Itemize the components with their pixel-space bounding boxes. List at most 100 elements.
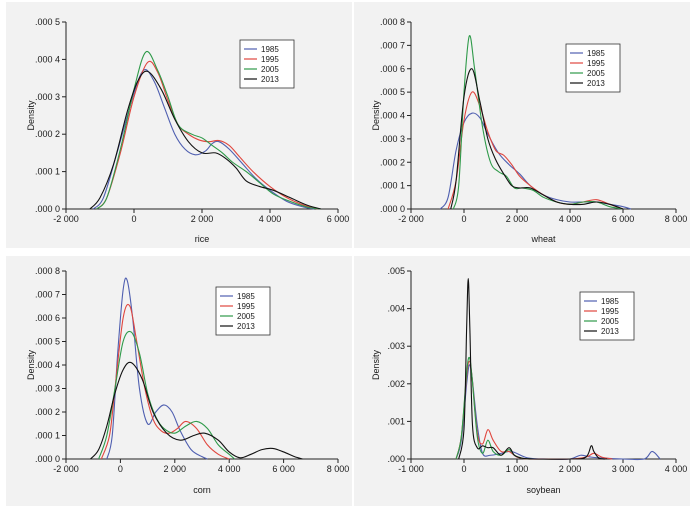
y-axis-title: Density	[26, 100, 36, 131]
y-tick-label: .000 2	[380, 157, 405, 167]
legend-label-1985: 1985	[261, 45, 279, 54]
x-tick-label: -2 000	[53, 464, 79, 474]
x-tick-label: 6 000	[272, 464, 295, 474]
series-line-2013	[90, 361, 303, 460]
chart-wheat: .000 0 .000 1 .000 2 .000 3 .000 4 .000 5 .000…	[371, 17, 687, 244]
y-tick-label: .000 3	[380, 134, 405, 144]
x-axis-title: soybean	[526, 485, 560, 495]
y-tick-label: .001	[387, 416, 405, 426]
legend-label-1995: 1995	[587, 59, 605, 68]
y-tick-label: .000 0	[35, 454, 60, 464]
chart-corn: .000 0 .000 1 .000 2 .000 3 .000 4 .000 5 .000…	[26, 266, 349, 495]
series-line-1985	[439, 112, 632, 210]
x-tick-label: 4 000	[218, 464, 241, 474]
y-tick-label: .000 4	[35, 54, 60, 64]
y-axis-title: Density	[371, 100, 381, 131]
series-line-2013	[450, 68, 624, 210]
y-tick-label: .005	[387, 266, 405, 276]
legend-label-1995: 1995	[237, 302, 255, 311]
y-tick-label: .000 1	[380, 181, 405, 191]
y-tick-label: .000 8	[35, 266, 60, 276]
y-tick-label: .000 8	[380, 17, 405, 27]
chart-rice: .000 0 .000 1 .000 2 .000 3 .000 4 .000 5 -2 0…	[26, 17, 349, 244]
y-tick-label: .000 1	[35, 167, 60, 177]
series-line-1995	[100, 303, 230, 460]
legend-label-1985: 1985	[237, 292, 255, 301]
legend-label-2005: 2005	[601, 317, 619, 326]
x-tick-label: 4 000	[559, 214, 582, 224]
y-tick-label: .000 5	[35, 337, 60, 347]
x-tick-label: 8 000	[665, 214, 688, 224]
x-tick-label: 1 000	[506, 464, 529, 474]
x-tick-label: 6 000	[612, 214, 635, 224]
x-tick-label: 4 000	[665, 464, 688, 474]
x-tick-label: 4 000	[259, 214, 282, 224]
panel-corn-background	[6, 256, 352, 506]
y-tick-label: .000 2	[35, 407, 60, 417]
y-tick-label: .002	[387, 379, 405, 389]
legend-label-2013: 2013	[237, 322, 255, 331]
y-axis-title: Density	[26, 349, 36, 380]
y-tick-label: .000 5	[35, 17, 60, 27]
x-axis-title: wheat	[530, 234, 556, 244]
x-tick-label: 2 000	[506, 214, 529, 224]
y-tick-label: .000 6	[35, 313, 60, 323]
y-tick-label: .000 7	[35, 290, 60, 300]
x-axis-title: corn	[193, 485, 211, 495]
y-tick-label: .000	[387, 454, 405, 464]
x-tick-label: 2 000	[164, 464, 187, 474]
y-tick-label: .000 4	[380, 111, 405, 121]
panel-wheat-background	[354, 2, 690, 248]
x-tick-label: -2 000	[398, 214, 424, 224]
y-tick-label: .000 6	[380, 64, 405, 74]
legend-label-2013: 2013	[261, 75, 279, 84]
x-tick-label: -1 000	[398, 464, 424, 474]
legend-label-1985: 1985	[601, 297, 619, 306]
legend-label-1995: 1995	[261, 55, 279, 64]
y-tick-label: .000 3	[35, 92, 60, 102]
y-tick-label: .000 7	[380, 40, 405, 50]
series-line-2013	[458, 277, 608, 460]
x-tick-label: 0	[118, 464, 123, 474]
legend-label-1995: 1995	[601, 307, 619, 316]
y-tick-label: .003	[387, 341, 405, 351]
x-tick-label: 0	[131, 214, 136, 224]
y-tick-label: .004	[387, 304, 405, 314]
legend-label-2013: 2013	[587, 79, 605, 88]
x-tick-label: 0	[461, 464, 466, 474]
x-tick-label: -2 000	[53, 214, 79, 224]
legend-box	[215, 286, 271, 336]
y-tick-label: .000 5	[380, 87, 405, 97]
x-tick-label: 6 000	[327, 214, 350, 224]
x-tick-label: 3 000	[612, 464, 635, 474]
legend-label-2005: 2005	[237, 312, 255, 321]
y-tick-label: .000 4	[35, 360, 60, 370]
series-line-1995	[96, 60, 318, 210]
legend-label-1985: 1985	[587, 49, 605, 58]
series-line-2005	[452, 35, 624, 210]
x-tick-label: 2 000	[191, 214, 214, 224]
legend-label-2013: 2013	[601, 327, 619, 336]
legend-label-2005: 2005	[261, 65, 279, 74]
legend-box	[579, 291, 635, 341]
x-tick-label: 8 000	[327, 464, 350, 474]
y-axis-title: Density	[371, 349, 381, 380]
chart-soybean: .000 .001 .002 .003 .004 .005 -1 000 0 1 000 2 00…	[371, 266, 687, 495]
series-line-1985	[106, 277, 208, 460]
y-tick-label: .000 1	[35, 431, 60, 441]
x-axis-title: rice	[195, 234, 210, 244]
y-tick-label: .000 3	[35, 384, 60, 394]
series-line-2013	[89, 70, 322, 210]
legend-box	[239, 39, 295, 89]
y-tick-label: .000 2	[35, 129, 60, 139]
legend-label-2005: 2005	[587, 69, 605, 78]
y-tick-label: .000 0	[35, 204, 60, 214]
series-line-1985	[455, 364, 661, 461]
y-tick-label: .000 0	[380, 204, 405, 214]
